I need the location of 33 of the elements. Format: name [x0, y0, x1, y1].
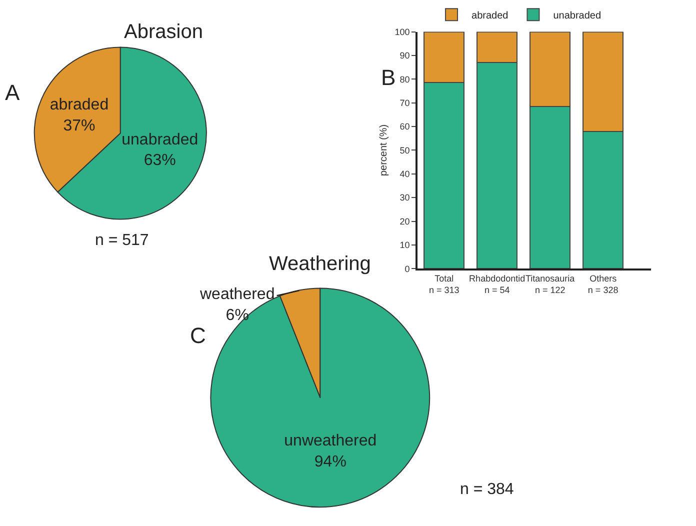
- legend-label: abraded: [472, 10, 508, 22]
- slice-label: weathered: [199, 286, 275, 303]
- slice-label: unweathered: [284, 432, 377, 450]
- data-label: 94%: [314, 453, 346, 470]
- text: n = 517: [95, 232, 149, 249]
- y-tick-label: 50: [400, 145, 410, 156]
- y-tick-label: 80: [400, 74, 410, 84]
- text: B: [381, 65, 396, 90]
- y-tick-label: 10: [400, 240, 410, 250]
- data-label: 37%: [63, 117, 96, 134]
- y-tick-label: 90: [400, 50, 410, 61]
- text: A: [5, 80, 20, 105]
- x-tick-label: Titanosauria n = 122: [525, 273, 575, 296]
- x-tick-label: Total n = 313: [428, 273, 460, 296]
- y-tick-label: 70: [400, 98, 410, 108]
- x-tick-label: Others n = 328: [588, 273, 618, 296]
- y-tick-label: 40: [400, 169, 410, 180]
- chart-title: Weathering: [269, 253, 371, 275]
- y-tick-label: 0: [404, 264, 410, 274]
- chart-title: Abrasion: [124, 21, 203, 43]
- y-tick-label: 30: [400, 192, 410, 203]
- data-label: 6%: [226, 306, 249, 324]
- legend-label: unabraded: [553, 10, 602, 22]
- slice-label: abraded: [50, 96, 109, 114]
- data-label: 63%: [144, 152, 176, 170]
- text: C: [190, 323, 206, 348]
- text: n = 384: [460, 481, 514, 498]
- y-tick-label: 100: [394, 26, 410, 37]
- x-tick-label: Rhabdodontid n = 54: [469, 273, 526, 296]
- y-tick-label: 20: [400, 216, 410, 226]
- y-tick-label: 60: [400, 122, 410, 132]
- y-axis-title: percent (%): [378, 124, 390, 176]
- slice-label: unabraded: [122, 131, 198, 148]
